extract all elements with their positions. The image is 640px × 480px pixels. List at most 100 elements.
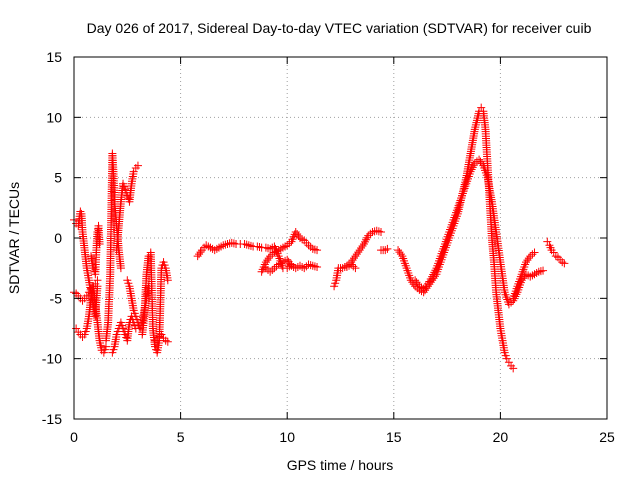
y-tick-label: -5	[50, 290, 63, 306]
data-point	[304, 260, 313, 269]
data-point	[72, 324, 81, 333]
data-point	[466, 167, 475, 176]
series-seg-i	[151, 330, 172, 346]
data-point	[526, 252, 535, 261]
data-point	[263, 256, 272, 265]
series-seg-c	[87, 221, 104, 279]
data-point	[354, 248, 363, 257]
data-point	[202, 241, 211, 250]
data-point	[291, 264, 300, 273]
x-tick-label: 5	[177, 429, 185, 445]
data-point	[219, 241, 228, 250]
data-point	[372, 226, 381, 235]
series-seg-h	[138, 248, 172, 357]
data-point	[357, 244, 366, 253]
series-seg-a-lower	[70, 276, 102, 305]
plot-frame	[73, 56, 608, 420]
data-point	[283, 241, 292, 250]
data-point	[417, 283, 426, 292]
data-point	[161, 336, 170, 345]
data-point	[193, 252, 202, 261]
data-point	[153, 336, 162, 345]
data-point	[310, 245, 319, 254]
data-point	[528, 271, 537, 280]
data-point	[395, 248, 404, 257]
data-point	[471, 120, 480, 129]
data-point	[281, 256, 290, 265]
data-point	[300, 264, 309, 273]
data-point	[429, 270, 438, 279]
data-point	[377, 227, 386, 236]
series-seg-r	[509, 248, 539, 303]
data-point	[543, 237, 552, 246]
data-point	[530, 270, 539, 279]
y-tick-label: 15	[46, 49, 62, 65]
data-point	[396, 250, 405, 259]
data-point	[217, 242, 226, 251]
data-point	[253, 242, 262, 251]
y-tick-label: -10	[42, 351, 62, 367]
data-point	[298, 235, 307, 244]
data-point	[129, 167, 138, 176]
y-tick-label: 0	[54, 230, 62, 246]
data-point	[351, 264, 360, 273]
data-point	[381, 246, 390, 255]
data-point	[268, 250, 277, 259]
data-point	[361, 237, 370, 246]
data-point	[163, 276, 172, 285]
data-point	[264, 254, 273, 263]
data-point	[295, 234, 304, 242]
data-point	[283, 255, 292, 264]
data-point	[313, 246, 322, 255]
data-point	[528, 250, 537, 259]
data-point	[507, 298, 516, 307]
x-tick-label: 0	[70, 429, 78, 445]
data-point	[368, 227, 377, 236]
data-point	[549, 248, 558, 257]
data-point	[355, 246, 364, 255]
data-point	[294, 231, 303, 240]
data-point	[477, 103, 486, 112]
data-point	[362, 235, 371, 244]
data-point	[93, 276, 102, 285]
data-point	[374, 227, 383, 236]
data-point	[266, 252, 275, 261]
data-point	[195, 250, 204, 259]
data-point	[298, 262, 307, 271]
data-point	[551, 252, 560, 261]
data-point	[536, 267, 545, 276]
data-point	[276, 259, 285, 268]
data-point	[363, 233, 372, 242]
data-point	[308, 244, 317, 253]
data-point	[293, 229, 302, 238]
data-point	[276, 244, 285, 253]
data-point	[345, 261, 354, 270]
data-point	[255, 243, 264, 252]
x-tick-label: 20	[493, 429, 509, 445]
data-point	[532, 268, 541, 277]
data-point	[266, 267, 275, 276]
data-point	[502, 354, 511, 363]
data-point	[261, 264, 270, 273]
data-point	[412, 278, 421, 287]
series-seg-j	[193, 238, 296, 273]
data-point	[116, 264, 125, 273]
data-point	[286, 259, 295, 268]
series-seg-q	[411, 155, 548, 309]
data-point	[394, 246, 403, 255]
data-point	[95, 240, 104, 249]
data-point	[352, 250, 361, 259]
data-point	[270, 264, 279, 273]
data-point	[348, 256, 357, 265]
ticks-layer: 0 5 10 15 20 25 15 10 5 0 -5 -10 -15	[42, 49, 615, 445]
data-point	[274, 246, 283, 255]
data-point	[196, 248, 205, 257]
data-point	[272, 262, 281, 271]
data-point	[350, 254, 359, 263]
data-point	[351, 252, 360, 261]
series-seg-k	[257, 227, 322, 276]
data-point	[223, 240, 232, 249]
data-point	[281, 242, 290, 251]
x-tick-label: 15	[386, 429, 402, 445]
